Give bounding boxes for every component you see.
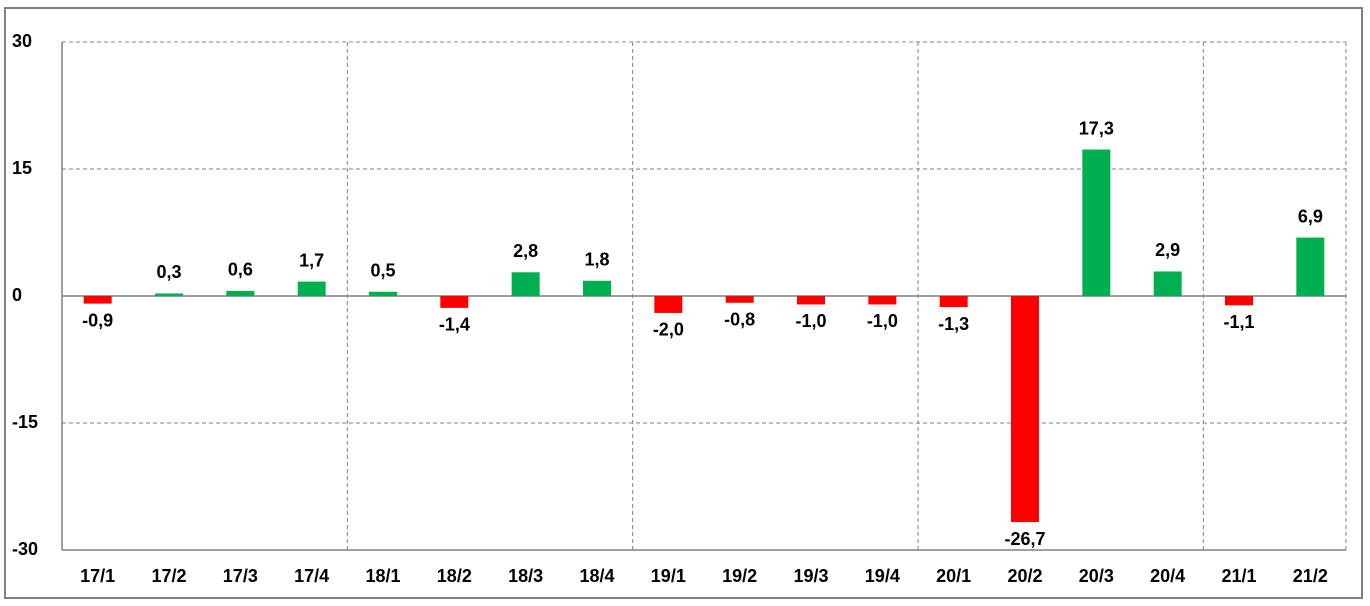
bar [297,281,326,296]
y-tick-label: 0 [12,285,22,305]
bar [440,296,469,308]
x-tick-label: 17/1 [80,566,115,586]
y-tick-label: -30 [12,539,38,559]
bar [226,290,255,296]
bar [1011,296,1039,523]
value-label: 0,6 [228,260,253,280]
x-tick-label: 17/3 [223,566,258,586]
value-label: 0,5 [370,261,395,281]
x-tick-label: 17/4 [294,566,329,586]
value-label: -1,4 [439,315,470,335]
bar [369,291,397,296]
bar [83,296,112,304]
x-tick-label: 19/3 [793,566,828,586]
chart-frame [4,7,1363,599]
x-tick-label: 20/3 [1079,566,1114,586]
value-label: 0,3 [156,262,181,282]
x-tick-label: 18/1 [365,566,400,586]
value-label: -1,3 [938,314,969,334]
bar [939,296,968,308]
x-tick-label: 17/2 [151,566,186,586]
value-label: -1,1 [1223,312,1254,332]
bar [583,280,611,296]
value-label: 1,7 [299,250,324,270]
y-tick-label: -15 [12,412,38,432]
x-tick-label: 19/4 [865,566,900,586]
y-tick-label: 15 [12,158,32,178]
value-label: -1,0 [795,311,826,331]
x-tick-label: 20/4 [1150,566,1185,586]
value-label: -0,9 [82,310,113,330]
value-label: 6,9 [1298,206,1323,226]
bar [155,293,183,296]
bar [1082,149,1111,296]
value-label: -26,7 [1004,529,1045,549]
bar [868,296,897,305]
x-tick-label: 20/1 [936,566,971,586]
x-tick-label: 18/4 [579,566,614,586]
x-tick-label: 21/1 [1221,566,1256,586]
bar [1225,296,1253,306]
bar [1153,271,1182,296]
value-label: 2,9 [1155,240,1180,260]
x-tick-label: 18/2 [437,566,472,586]
bar [1296,237,1325,296]
value-label: -2,0 [653,320,684,340]
x-tick-label: 20/2 [1007,566,1042,586]
value-label: 17,3 [1079,118,1114,138]
value-label: -0,8 [724,310,755,330]
bar [654,296,683,313]
bar [725,296,754,303]
x-tick-label: 18/3 [508,566,543,586]
bar [797,296,825,305]
x-tick-label: 19/1 [651,566,686,586]
value-label: 2,8 [513,241,538,261]
value-label: 1,8 [584,250,609,270]
value-label: -1,0 [867,311,898,331]
x-tick-label: 19/2 [722,566,757,586]
bar [511,272,540,296]
x-tick-label: 21/2 [1293,566,1328,586]
y-tick-label: 30 [12,31,32,51]
